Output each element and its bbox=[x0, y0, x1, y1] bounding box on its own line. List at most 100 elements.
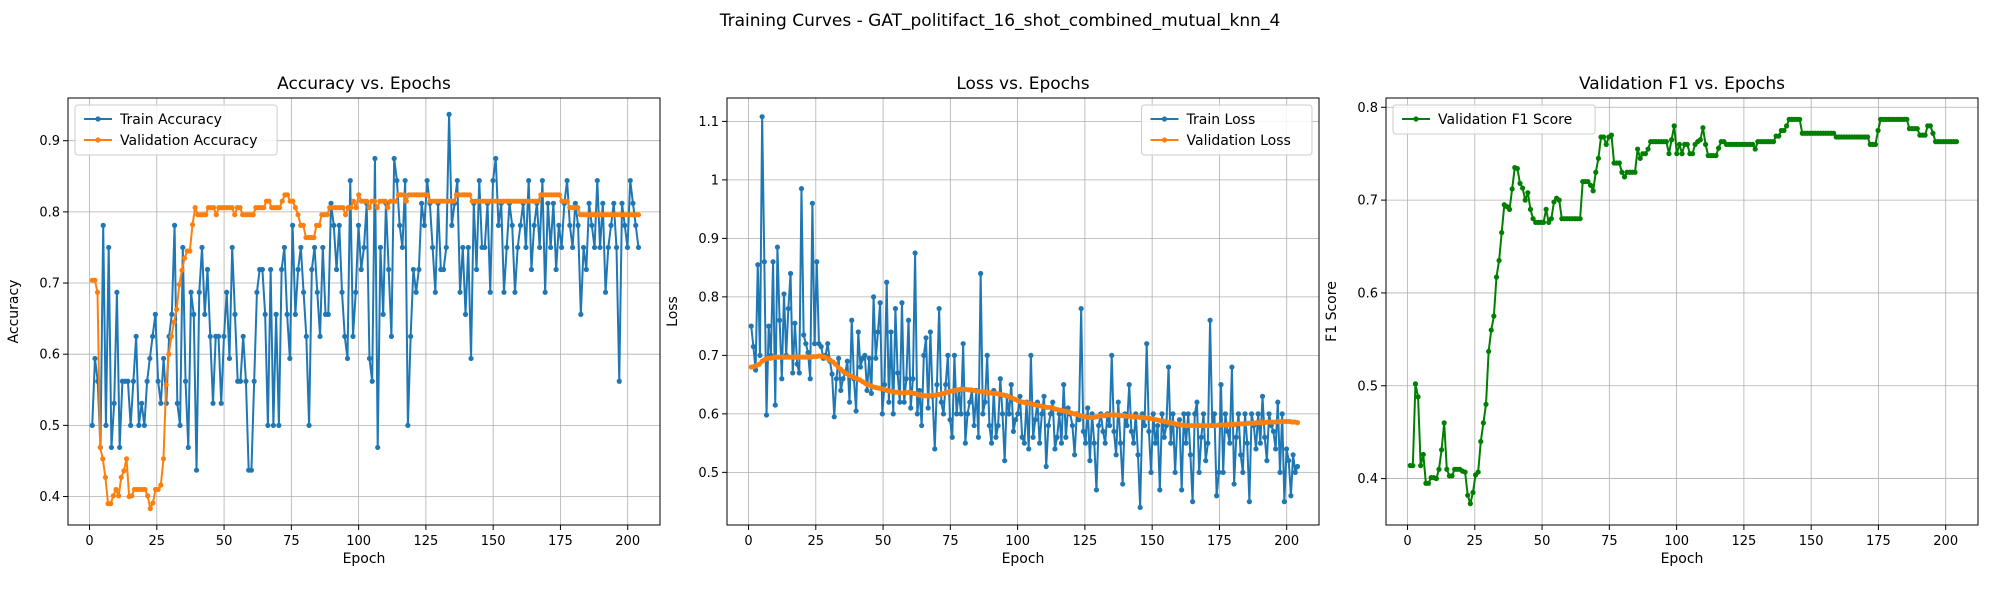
data-point bbox=[1904, 116, 1910, 122]
data-point bbox=[833, 376, 840, 382]
data-point bbox=[1410, 462, 1416, 469]
data-point bbox=[564, 177, 570, 184]
data-point bbox=[755, 262, 761, 268]
data-point bbox=[846, 399, 853, 405]
legend-box bbox=[1392, 104, 1596, 135]
data-point bbox=[1082, 440, 1089, 446]
data-point bbox=[174, 306, 180, 312]
data-point bbox=[923, 335, 929, 341]
data-point bbox=[1543, 206, 1549, 212]
data-point bbox=[466, 192, 473, 198]
data-point bbox=[1078, 305, 1084, 312]
data-point bbox=[111, 400, 117, 406]
data-point bbox=[1205, 440, 1211, 446]
data-point bbox=[125, 378, 131, 384]
data-point bbox=[188, 289, 194, 295]
data-point bbox=[583, 266, 589, 273]
data-point bbox=[1072, 452, 1078, 458]
data-point bbox=[1436, 466, 1442, 472]
data-point bbox=[254, 289, 260, 295]
data-point bbox=[1865, 134, 1871, 140]
data-point bbox=[203, 212, 209, 218]
data-point bbox=[1244, 440, 1250, 446]
legend: Train Loss Validation Loss bbox=[1141, 104, 1313, 156]
data-point bbox=[1220, 469, 1226, 475]
data-point bbox=[774, 244, 781, 250]
y-tick-label: 0.5 bbox=[39, 419, 60, 434]
data-point bbox=[1645, 146, 1651, 152]
data-point bbox=[169, 311, 175, 317]
data-point bbox=[279, 198, 285, 204]
data-point bbox=[1052, 446, 1058, 452]
data-point bbox=[342, 212, 349, 218]
data-point bbox=[1530, 216, 1536, 222]
data-point bbox=[232, 212, 238, 218]
data-point bbox=[1002, 458, 1008, 464]
x-tick-label: 0 bbox=[744, 534, 752, 549]
data-point bbox=[284, 311, 290, 317]
data-point bbox=[1273, 446, 1279, 452]
data-point bbox=[180, 244, 186, 251]
data-point bbox=[796, 370, 802, 376]
data-point bbox=[1045, 422, 1051, 429]
x-tick-label: 125 bbox=[413, 534, 438, 549]
data-point bbox=[886, 399, 892, 405]
data-point bbox=[1165, 364, 1172, 370]
y-tick-label: 0.6 bbox=[39, 348, 60, 363]
data-point bbox=[331, 222, 337, 228]
data-point bbox=[177, 422, 183, 428]
data-point bbox=[1207, 317, 1213, 323]
data-point bbox=[934, 382, 940, 388]
data-point bbox=[951, 352, 958, 358]
data-point bbox=[1480, 420, 1486, 426]
data-point bbox=[809, 200, 816, 206]
data-point bbox=[240, 333, 246, 340]
data-point bbox=[1797, 116, 1803, 122]
data-point bbox=[416, 266, 422, 273]
data-point bbox=[814, 259, 820, 265]
x-tick-label: 125 bbox=[1731, 534, 1756, 549]
data-point bbox=[1113, 452, 1119, 458]
data-point bbox=[1637, 155, 1643, 161]
data-point bbox=[393, 198, 399, 204]
data-point bbox=[1240, 469, 1246, 475]
data-point bbox=[895, 370, 901, 376]
data-point bbox=[224, 289, 230, 295]
data-point bbox=[1522, 197, 1528, 203]
legend-label: Train Accuracy bbox=[119, 112, 222, 128]
data-point bbox=[616, 378, 622, 384]
data-point bbox=[424, 177, 430, 184]
data-point bbox=[1275, 399, 1281, 405]
legend-marker bbox=[95, 137, 101, 143]
data-point bbox=[221, 333, 227, 340]
data-point bbox=[248, 467, 255, 473]
data-point bbox=[94, 289, 101, 295]
data-point bbox=[344, 355, 351, 362]
data-point bbox=[110, 493, 116, 499]
data-point bbox=[1577, 216, 1583, 222]
data-point bbox=[397, 222, 403, 228]
data-point bbox=[353, 205, 359, 211]
data-point bbox=[1253, 446, 1259, 452]
data-point bbox=[868, 390, 874, 396]
data-point bbox=[130, 378, 136, 384]
data-point bbox=[1750, 141, 1756, 148]
data-point bbox=[945, 352, 951, 358]
data-point bbox=[1039, 411, 1045, 417]
data-point bbox=[512, 289, 518, 295]
data-point bbox=[290, 198, 296, 204]
data-point bbox=[803, 341, 809, 347]
x-tick-label: 100 bbox=[346, 534, 371, 549]
legend-label: Validation F1 Score bbox=[1438, 112, 1572, 128]
data-point bbox=[1475, 469, 1481, 475]
data-point bbox=[1425, 480, 1432, 486]
data-point bbox=[372, 155, 378, 162]
data-point bbox=[292, 205, 299, 211]
data-point bbox=[316, 222, 322, 228]
data-point bbox=[1091, 440, 1097, 446]
data-point bbox=[890, 411, 896, 417]
data-point bbox=[831, 414, 837, 420]
data-point bbox=[1063, 434, 1069, 440]
data-point bbox=[210, 400, 216, 406]
